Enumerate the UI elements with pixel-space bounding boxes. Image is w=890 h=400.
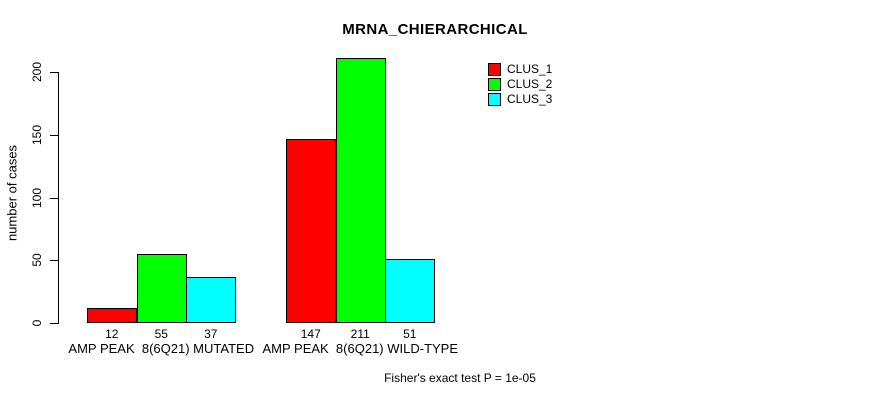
bar-clus-3-0 bbox=[186, 277, 236, 323]
bar-value-label: 55 bbox=[154, 327, 168, 341]
y-tick bbox=[50, 197, 58, 199]
legend-item-clus-1: CLUS_1 bbox=[488, 62, 552, 76]
bar-clus-1-1 bbox=[286, 139, 336, 323]
y-tick-label: 100 bbox=[30, 187, 44, 208]
legend-item-label: CLUS_2 bbox=[507, 77, 553, 91]
annotation-text: Fisher's exact test P = 1e-05 bbox=[384, 371, 536, 385]
y-axis-line bbox=[58, 72, 59, 324]
bar-value-label: 12 bbox=[105, 327, 119, 341]
bar-clus-2-1 bbox=[335, 58, 386, 323]
legend: CLUS_1 CLUS_2 CLUS_3 bbox=[488, 62, 552, 107]
y-tick bbox=[50, 134, 58, 136]
bar-value-label: 147 bbox=[300, 327, 321, 341]
category-label: AMP PEAK 8(6Q21) WILD-TYPE bbox=[262, 341, 459, 356]
bar-value-label: 211 bbox=[350, 327, 370, 341]
legend-item-clus-3: CLUS_3 bbox=[488, 92, 552, 106]
bar-clus-2-0 bbox=[136, 254, 187, 323]
chart-title: MRNA_CHIERARCHICAL bbox=[342, 21, 528, 38]
y-tick-label: 50 bbox=[30, 253, 44, 267]
legend-item-label: CLUS_1 bbox=[507, 62, 553, 76]
y-axis-label: number of cases bbox=[4, 144, 20, 242]
bar-value-label: 51 bbox=[403, 327, 417, 341]
legend-swatch-icon bbox=[488, 77, 501, 91]
y-tick-label: 200 bbox=[30, 61, 44, 83]
y-tick-label: 150 bbox=[30, 124, 44, 145]
y-tick bbox=[50, 323, 58, 324]
bar-value-label: 37 bbox=[204, 327, 218, 341]
legend-swatch-icon bbox=[488, 62, 501, 76]
y-tick bbox=[50, 72, 58, 73]
bar-clus-3-1 bbox=[385, 259, 435, 323]
category-label: AMP PEAK 8(6Q21) MUTATED bbox=[68, 341, 255, 356]
y-tick-label: 0 bbox=[30, 319, 44, 327]
legend-item-label: CLUS_3 bbox=[507, 92, 553, 106]
bar-clus-1-0 bbox=[87, 308, 137, 323]
legend-swatch-icon bbox=[488, 92, 501, 106]
y-tick bbox=[50, 260, 58, 262]
legend-item-clus-2: CLUS_2 bbox=[488, 77, 552, 91]
